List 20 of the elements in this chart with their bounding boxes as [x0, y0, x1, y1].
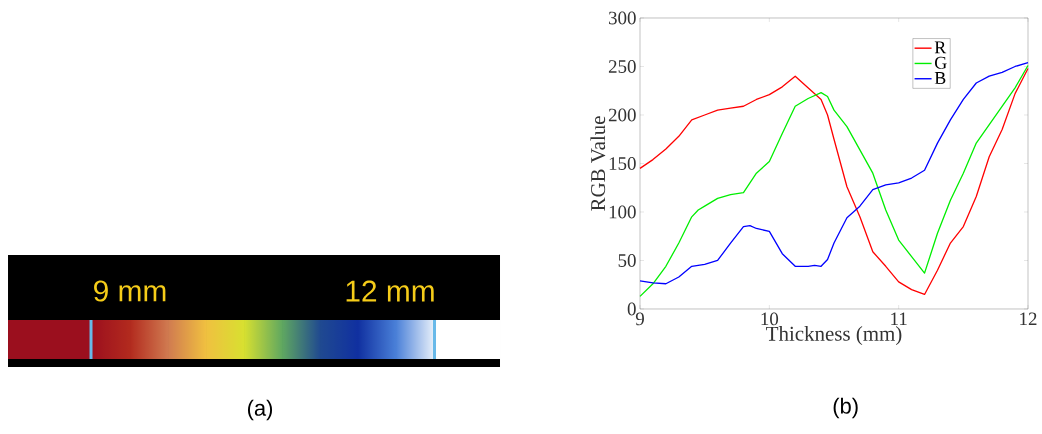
y-tick-label: 250 [608, 60, 636, 73]
y-tick-label: 0 [627, 302, 636, 316]
x-axis-title: Thickness (mm) [766, 326, 902, 346]
y-tick-label: 150 [609, 157, 636, 170]
legend-label: R [934, 41, 947, 54]
text: (a) [247, 399, 273, 421]
y-axis-title: RGB Value [590, 116, 606, 211]
text: 9 mm [94, 280, 166, 302]
text: (b) [833, 397, 858, 419]
x-tick-label: 10 [761, 312, 779, 326]
y-tick-label: 100 [609, 205, 636, 219]
x-tick-label: 12 [1020, 312, 1037, 326]
legend-label: G [935, 56, 947, 69]
legend-label: B [934, 72, 946, 84]
text: 12 mm [346, 280, 434, 302]
x-tick-label: 11 [891, 312, 907, 325]
y-tick-label: 300 [609, 11, 636, 25]
y-tick-label: 50 [618, 254, 636, 267]
y-tick-label: 200 [608, 108, 636, 122]
x-tick-label: 9 [635, 312, 644, 326]
